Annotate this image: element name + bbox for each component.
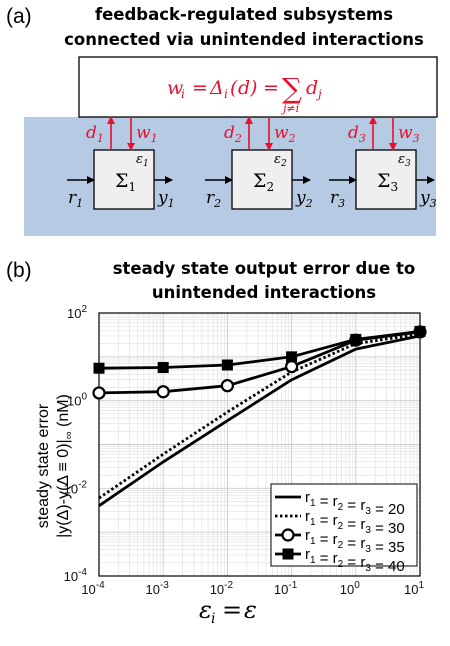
series-line [98, 334, 421, 507]
subsystem-block [355, 149, 417, 210]
legend-marker [281, 528, 295, 542]
series-line [98, 332, 421, 500]
svg-text:∑: ∑ [282, 72, 302, 105]
x-axis-label: ε i = ε [199, 596, 257, 627]
y-axis-label: steady state error |y(Δ)-y(Δ ≡ 0)|∞ (nM) [35, 394, 75, 538]
data-point [92, 386, 106, 400]
data-point [350, 333, 362, 345]
data-point [285, 359, 299, 374]
svg-text:steady state error: steady state error [35, 403, 52, 528]
svg-text:=: = [192, 77, 208, 99]
svg-text:=: = [222, 596, 242, 624]
x-tick-label: 10-3 [146, 580, 170, 597]
svg-text:ε: ε [199, 596, 212, 624]
svg-text:i: i [181, 87, 185, 101]
y-tick-label: 102 [67, 304, 87, 321]
svg-text:): ) [249, 77, 257, 99]
interaction-box [78, 56, 438, 118]
x-tick-label: 10-2 [210, 580, 234, 597]
data-point [221, 359, 233, 371]
x-tick-label: 10-1 [274, 580, 298, 597]
svg-text:=: = [263, 77, 279, 99]
series-line [98, 330, 421, 370]
interaction-equation: w i = Δ i ( d ) = ∑ j≠i d j [167, 72, 322, 115]
data-point [156, 385, 170, 399]
series-2 [98, 332, 421, 500]
data-point [93, 362, 105, 374]
svg-text:d: d [306, 77, 318, 99]
panel-a-title-line2: connected via unintended interactions [64, 30, 424, 49]
y-tick-label: 10-2 [64, 479, 88, 496]
panel-b-title-line2: unintended interactions [152, 283, 376, 302]
svg-text:w: w [167, 77, 183, 99]
panel-a-title-line1: feedback-regulated subsystems [95, 5, 393, 24]
svg-text:(: ( [230, 77, 238, 99]
svg-text:|y(Δ)-y(Δ ≡ 0)|∞ (nM): |y(Δ)-y(Δ ≡ 0)|∞ (nM) [55, 394, 75, 538]
svg-text:i: i [224, 87, 228, 101]
x-tick-label: 10-4 [81, 580, 105, 597]
series-1 [98, 334, 421, 507]
legend-marker [282, 548, 294, 560]
data-point [220, 379, 234, 393]
svg-text:j≠i: j≠i [280, 102, 299, 115]
plot-frame [98, 312, 421, 577]
x-tick-label: 101 [404, 580, 424, 597]
data-point [286, 351, 298, 363]
svg-text:i: i [211, 611, 215, 627]
x-tick-label: 100 [340, 580, 360, 597]
subsystem-block [231, 149, 293, 210]
svg-text:Δ: Δ [209, 77, 224, 99]
panel-a-label: (a) [6, 5, 32, 28]
series-4 [93, 325, 426, 374]
svg-text:d: d [238, 77, 250, 99]
panel-b-title-line1: steady state output error due to [113, 259, 416, 278]
panel-b-label: (b) [6, 259, 32, 282]
y-tick-label: 100 [67, 392, 87, 409]
svg-text:j: j [315, 87, 322, 101]
data-point [157, 362, 169, 374]
svg-text:ε: ε [244, 596, 257, 624]
data-point [414, 325, 426, 337]
